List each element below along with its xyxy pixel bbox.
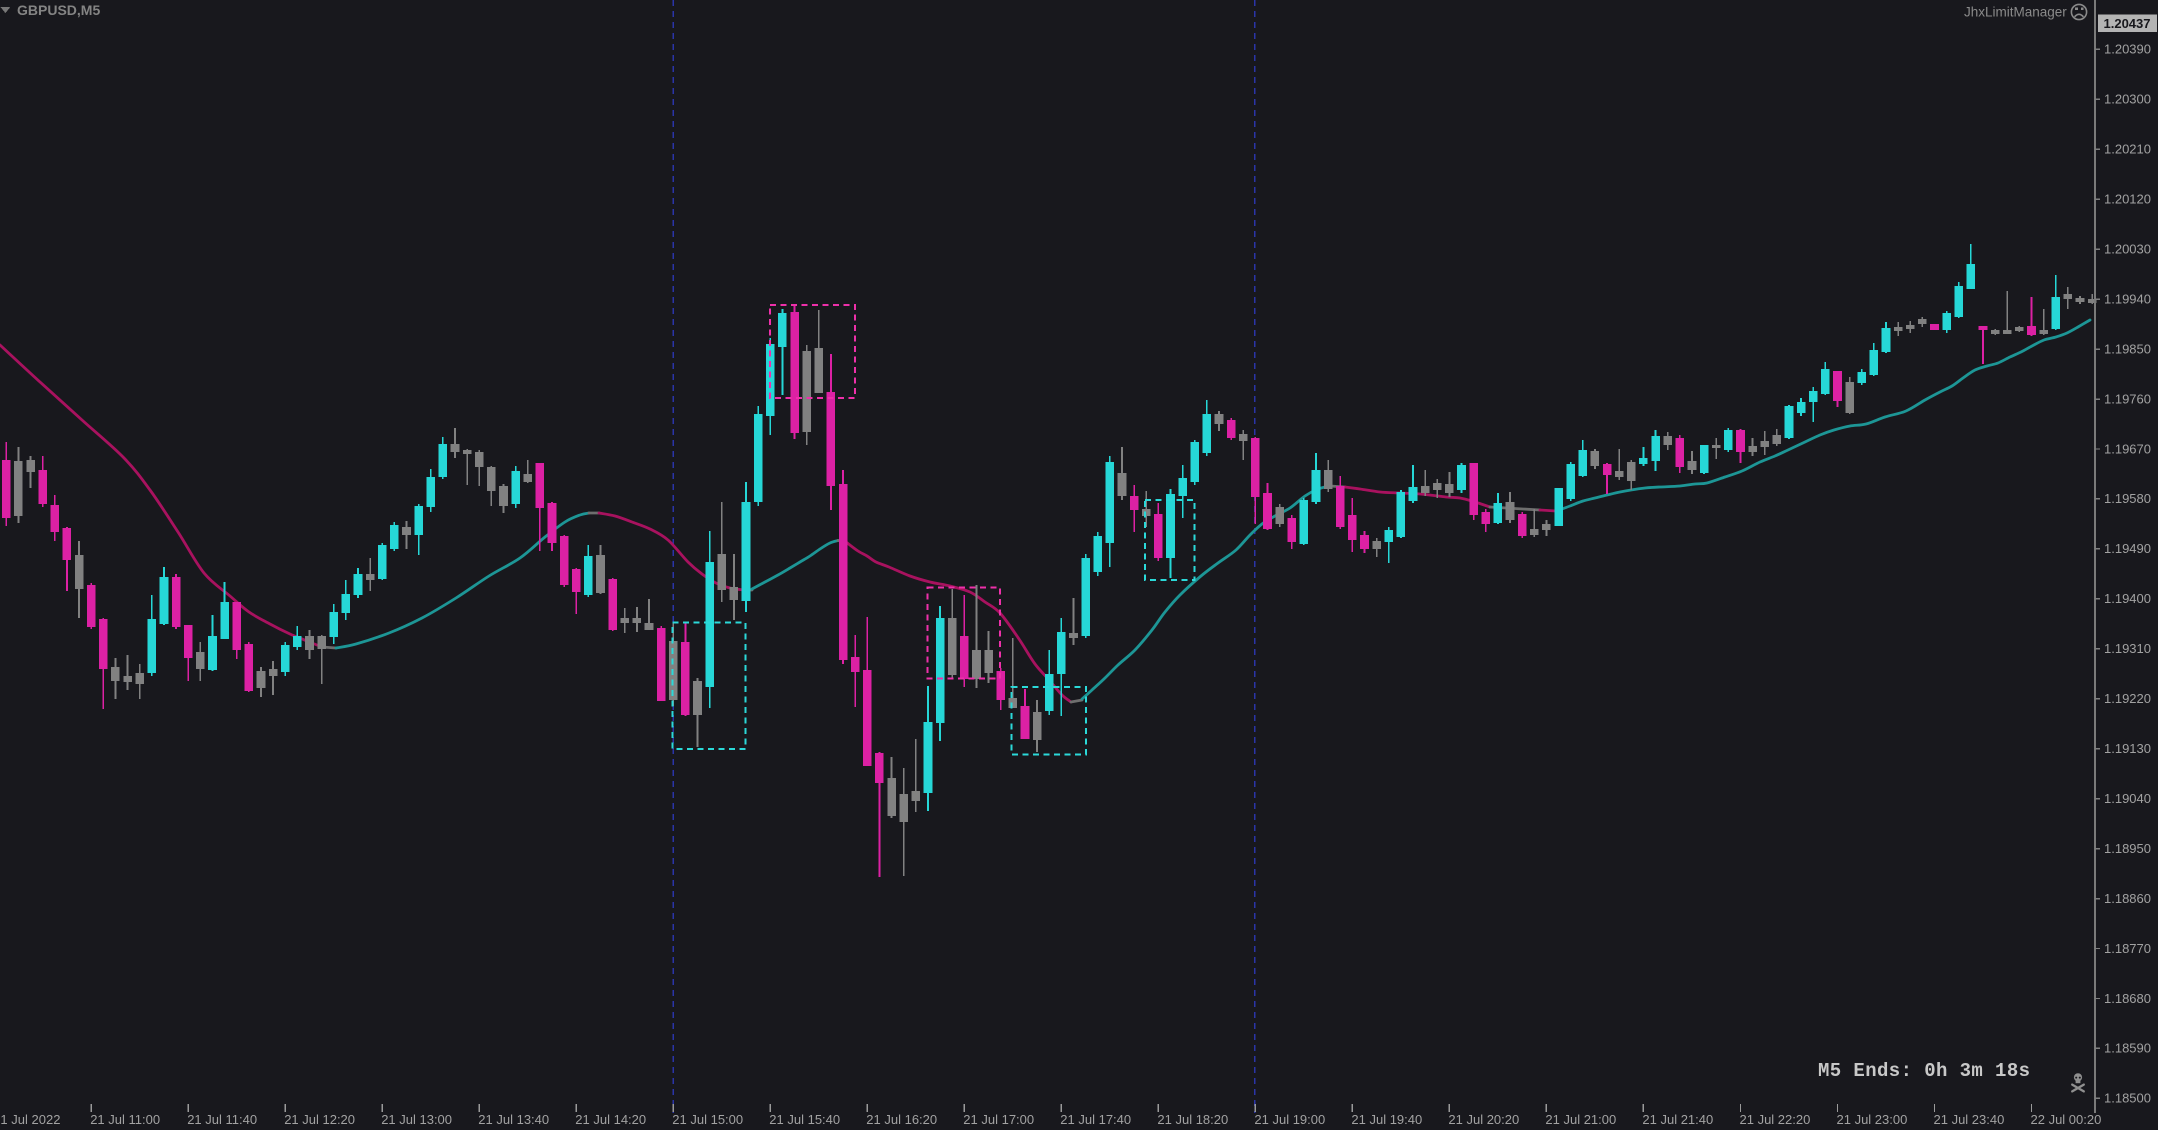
svg-text:1.19400: 1.19400	[2104, 591, 2151, 606]
svg-text:21 Jul 21:40: 21 Jul 21:40	[1642, 1112, 1713, 1127]
svg-text:21 Jul 22:20: 21 Jul 22:20	[1740, 1112, 1811, 1127]
svg-text:1.19130: 1.19130	[2104, 741, 2151, 756]
svg-text:21 Jul 17:40: 21 Jul 17:40	[1060, 1112, 1131, 1127]
svg-text:21 Jul 13:00: 21 Jul 13:00	[381, 1112, 452, 1127]
svg-text:1.19490: 1.19490	[2104, 541, 2151, 556]
svg-text:1.19040: 1.19040	[2104, 791, 2151, 806]
svg-text:21 Jul 11:40: 21 Jul 11:40	[187, 1112, 257, 1127]
svg-text:21 Jul 12:20: 21 Jul 12:20	[284, 1112, 355, 1127]
svg-text:1.20390: 1.20390	[2104, 42, 2151, 57]
svg-text:21 Jul 23:40: 21 Jul 23:40	[1934, 1112, 2005, 1127]
svg-text:21 Jul 13:40: 21 Jul 13:40	[478, 1112, 549, 1127]
svg-text:1.20300: 1.20300	[2104, 92, 2151, 107]
svg-text:1.19760: 1.19760	[2104, 391, 2151, 406]
svg-text:1.18500: 1.18500	[2104, 1091, 2151, 1106]
svg-text:21 Jul 21:00: 21 Jul 21:00	[1545, 1112, 1616, 1127]
svg-text:21 Jul 20:20: 21 Jul 20:20	[1448, 1112, 1519, 1127]
svg-text:21 Jul 17:00: 21 Jul 17:00	[963, 1112, 1034, 1127]
svg-text:1.18770: 1.18770	[2104, 941, 2151, 956]
svg-text:1.20210: 1.20210	[2104, 142, 2151, 157]
svg-text:22 Jul 00:20: 22 Jul 00:20	[2031, 1112, 2102, 1127]
svg-text:1.18860: 1.18860	[2104, 891, 2151, 906]
svg-text:21 Jul 11:00: 21 Jul 11:00	[90, 1112, 160, 1127]
svg-text:1.20437: 1.20437	[2104, 16, 2151, 31]
svg-text:21 Jul 16:20: 21 Jul 16:20	[866, 1112, 937, 1127]
svg-text:1.19580: 1.19580	[2104, 491, 2151, 506]
svg-text:1.19310: 1.19310	[2104, 641, 2151, 656]
svg-text:21 Jul 15:00: 21 Jul 15:00	[672, 1112, 743, 1127]
svg-text:21 Jul 2022: 21 Jul 2022	[0, 1112, 60, 1127]
svg-text:1.20120: 1.20120	[2104, 192, 2151, 207]
svg-text:1.18590: 1.18590	[2104, 1041, 2151, 1056]
svg-text:21 Jul 18:20: 21 Jul 18:20	[1157, 1112, 1228, 1127]
svg-text:21 Jul 23:00: 21 Jul 23:00	[1837, 1112, 1908, 1127]
svg-text:21 Jul 19:00: 21 Jul 19:00	[1254, 1112, 1325, 1127]
svg-text:21 Jul 19:40: 21 Jul 19:40	[1351, 1112, 1422, 1127]
svg-text:1.19940: 1.19940	[2104, 291, 2151, 306]
svg-text:1.19670: 1.19670	[2104, 441, 2151, 456]
svg-text:JhxLimitManager: JhxLimitManager	[1964, 5, 2067, 20]
svg-text:1.19850: 1.19850	[2104, 341, 2151, 356]
svg-text:21 Jul 14:20: 21 Jul 14:20	[575, 1112, 646, 1127]
svg-text:GBPUSD,M5: GBPUSD,M5	[17, 2, 100, 18]
svg-text:1.18950: 1.18950	[2104, 841, 2151, 856]
svg-text:1.19220: 1.19220	[2104, 691, 2151, 706]
svg-text:21 Jul 15:40: 21 Jul 15:40	[769, 1112, 840, 1127]
svg-text:1.18680: 1.18680	[2104, 991, 2151, 1006]
svg-text:1.20030: 1.20030	[2104, 242, 2151, 257]
svg-text:M5 Ends: 0h 3m 18s: M5 Ends: 0h 3m 18s	[1818, 1060, 2030, 1082]
